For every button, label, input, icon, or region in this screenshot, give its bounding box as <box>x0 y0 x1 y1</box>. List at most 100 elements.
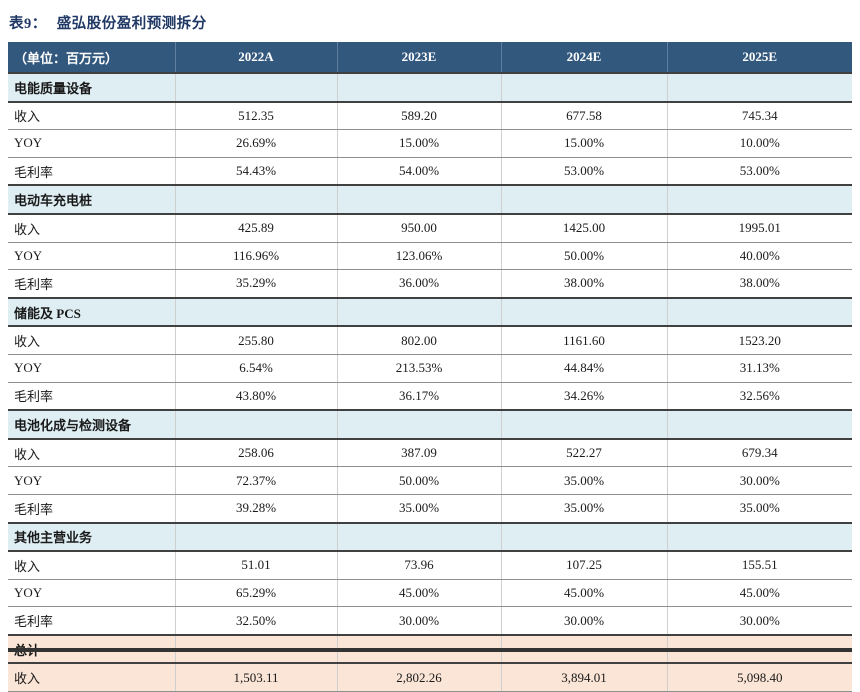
table-row: 收入 512.35 589.20 677.58 745.34 <box>8 101 852 131</box>
report-page: 表9： 盛弘股份盈利预测拆分 （单位：百万元） 2022A 2023E 2024E… <box>8 12 852 692</box>
table-row: 收入 255.80 802.00 1161.60 1523.20 <box>8 326 852 355</box>
table-cell <box>501 296 668 328</box>
section-header-row: 其他主营业务 <box>8 521 852 553</box>
row-label: 毛利率 <box>8 269 176 299</box>
table-cell: 512.35 <box>175 101 338 131</box>
header-row: （单位：百万元） 2022A 2023E 2024E 2025E <box>8 42 852 73</box>
table-cell: 30.00% <box>667 606 852 636</box>
table-row: YOY 72.37% 50.00% 35.00% 30.00% <box>8 466 852 495</box>
row-label: 毛利率 <box>8 157 176 186</box>
table-cell: 6.54% <box>175 354 338 383</box>
table-cell: 1995.01 <box>667 213 852 243</box>
table-cell: 72.37% <box>175 466 338 495</box>
table-cell: 32.50% <box>175 606 338 636</box>
row-label: 收入 <box>8 551 176 580</box>
table-cell: 38.00% <box>667 269 852 299</box>
section-name: 储能及 PCS <box>8 296 176 328</box>
column-header-2022a: 2022A <box>175 42 338 73</box>
table-cell: 258.06 <box>175 438 338 468</box>
section-header-row: 电能质量设备 <box>8 72 852 103</box>
table-bottom-border <box>8 648 852 652</box>
table-cell <box>667 521 852 553</box>
table-cell: 30.00% <box>337 606 502 636</box>
table-row: 毛利率 43.80% 36.17% 34.26% 32.56% <box>8 382 852 411</box>
table-title-text: 盛弘股份盈利预测拆分 <box>56 16 207 32</box>
row-label: 收入 <box>8 213 176 243</box>
table-cell <box>337 72 502 103</box>
row-label: 毛利率 <box>8 606 176 636</box>
section-name: 其他主营业务 <box>8 521 176 553</box>
table-cell: 213.53% <box>337 354 502 383</box>
table-cell <box>501 184 668 215</box>
table-cell: 31.13% <box>667 354 852 383</box>
row-label: 收入 <box>8 663 176 692</box>
forecast-table: （单位：百万元） 2022A 2023E 2024E 2025E 电能质量设备 … <box>8 42 852 692</box>
section-header-row: 电动车充电桩 <box>8 184 852 215</box>
column-header-2024e: 2024E <box>501 42 668 73</box>
table-cell: 39.28% <box>175 494 338 524</box>
table-cell: 10.00% <box>667 129 852 158</box>
table-cell: 15.00% <box>337 129 502 158</box>
section-header-row: 储能及 PCS <box>8 296 852 328</box>
table-row: 收入 425.89 950.00 1425.00 1995.01 <box>8 213 852 243</box>
table-row: YOY 6.54% 213.53% 44.84% 31.13% <box>8 354 852 383</box>
table-cell: 50.00% <box>337 466 502 495</box>
table-cell: 950.00 <box>337 213 502 243</box>
table-cell <box>175 184 338 215</box>
table-cell: 53.00% <box>501 157 668 186</box>
row-label: 收入 <box>8 438 176 468</box>
row-label: YOY <box>8 242 176 271</box>
table-cell: 255.80 <box>175 326 338 355</box>
table-title: 表9： 盛弘股份盈利预测拆分 <box>9 12 207 33</box>
table-cell: 36.17% <box>337 382 502 411</box>
table-row: 毛利率 32.50% 30.00% 30.00% 30.00% <box>8 606 852 636</box>
row-label: YOY <box>8 579 176 608</box>
table-cell: 30.00% <box>667 466 852 495</box>
section-header-row: 电池化成与检测设备 <box>8 409 852 440</box>
table-cell: 589.20 <box>337 101 502 131</box>
table-cell <box>667 72 852 103</box>
table-cell <box>667 296 852 328</box>
row-label: YOY <box>8 354 176 383</box>
table-cell: 73.96 <box>337 551 502 580</box>
table-cell: 43.80% <box>175 382 338 411</box>
table-cell: 1425.00 <box>501 213 668 243</box>
table-row: 毛利率 39.28% 35.00% 35.00% 35.00% <box>8 494 852 524</box>
table-cell: 35.00% <box>337 494 502 524</box>
table-cell: 45.00% <box>337 579 502 608</box>
table-cell: 5,098.40 <box>667 663 852 692</box>
table-cell <box>337 409 502 440</box>
table-cell: 522.27 <box>501 438 668 468</box>
table-cell: 40.00% <box>667 242 852 271</box>
table-cell <box>501 72 668 103</box>
table-cell <box>337 184 502 215</box>
table-cell: 2,802.26 <box>337 663 502 692</box>
table-number: 表9： <box>9 16 47 32</box>
table-cell: 107.25 <box>501 551 668 580</box>
table-cell <box>175 521 338 553</box>
table-cell: 35.00% <box>501 466 668 495</box>
table-cell: 54.00% <box>337 157 502 186</box>
row-label: YOY <box>8 129 176 158</box>
table-cell: 44.84% <box>501 354 668 383</box>
section-name: 电能质量设备 <box>8 72 176 103</box>
section-name: 电池化成与检测设备 <box>8 409 176 440</box>
column-header-2023e: 2023E <box>337 42 502 73</box>
table-cell: 51.01 <box>175 551 338 580</box>
table-cell: 425.89 <box>175 213 338 243</box>
table-cell <box>667 184 852 215</box>
table-row: YOY 26.69% 15.00% 15.00% 10.00% <box>8 129 852 158</box>
table-cell: 1161.60 <box>501 326 668 355</box>
table-cell: 38.00% <box>501 269 668 299</box>
row-label: 收入 <box>8 101 176 131</box>
table-cell: 35.00% <box>667 494 852 524</box>
table-cell: 53.00% <box>667 157 852 186</box>
table-cell: 1,503.11 <box>175 663 338 692</box>
table-cell: 745.34 <box>667 101 852 131</box>
table-cell: 54.43% <box>175 157 338 186</box>
row-label: 毛利率 <box>8 494 176 524</box>
table-cell: 50.00% <box>501 242 668 271</box>
table-cell: 36.00% <box>337 269 502 299</box>
table-cell: 679.34 <box>667 438 852 468</box>
table-cell: 30.00% <box>501 606 668 636</box>
